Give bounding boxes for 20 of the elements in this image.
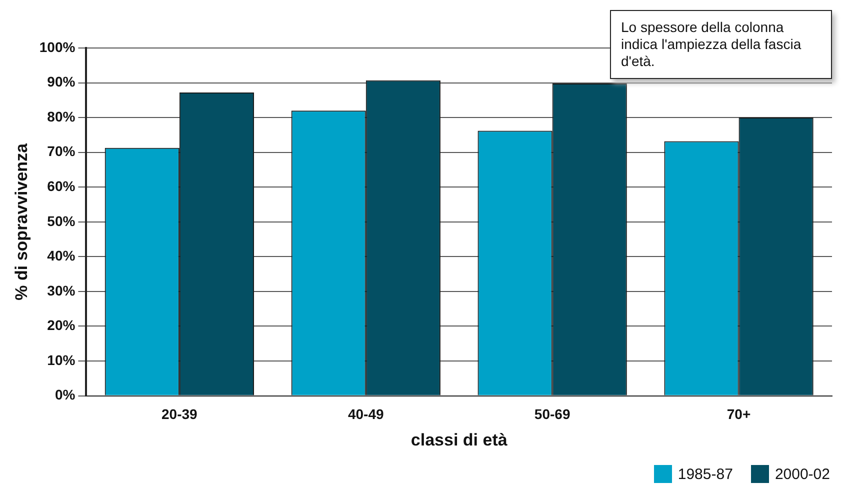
y-tick-label: 100% (39, 38, 76, 55)
x-tick-label: 40-49 (348, 406, 384, 422)
y-tick-label: 70% (47, 143, 76, 160)
x-tick-label: 70+ (726, 406, 751, 422)
y-tick-label: 60% (47, 178, 76, 194)
y-tick-label: 10% (47, 352, 76, 368)
legend-label: 2000-02 (774, 466, 830, 482)
legend-label: 1985-87 (678, 466, 733, 482)
y-axis-title: % di sopravvivenza (12, 142, 31, 300)
y-tick-label: 80% (47, 108, 76, 124)
y-tick-label: 40% (47, 248, 76, 264)
y-tick-label: 90% (47, 74, 76, 90)
x-tick-label: 20-39 (162, 406, 198, 422)
y-tick-label: 0% (54, 386, 76, 403)
y-tick-label: 50% (47, 212, 76, 229)
y-tick-label: 30% (47, 282, 76, 298)
y-tick-label: 20% (47, 317, 76, 334)
x-tick-label: 50-69 (534, 406, 570, 422)
annotation: Lo spessore della colonna indica l'ampiezza della fascia d'età. (610, 10, 832, 79)
x-axis-title: classi di età (410, 430, 508, 450)
